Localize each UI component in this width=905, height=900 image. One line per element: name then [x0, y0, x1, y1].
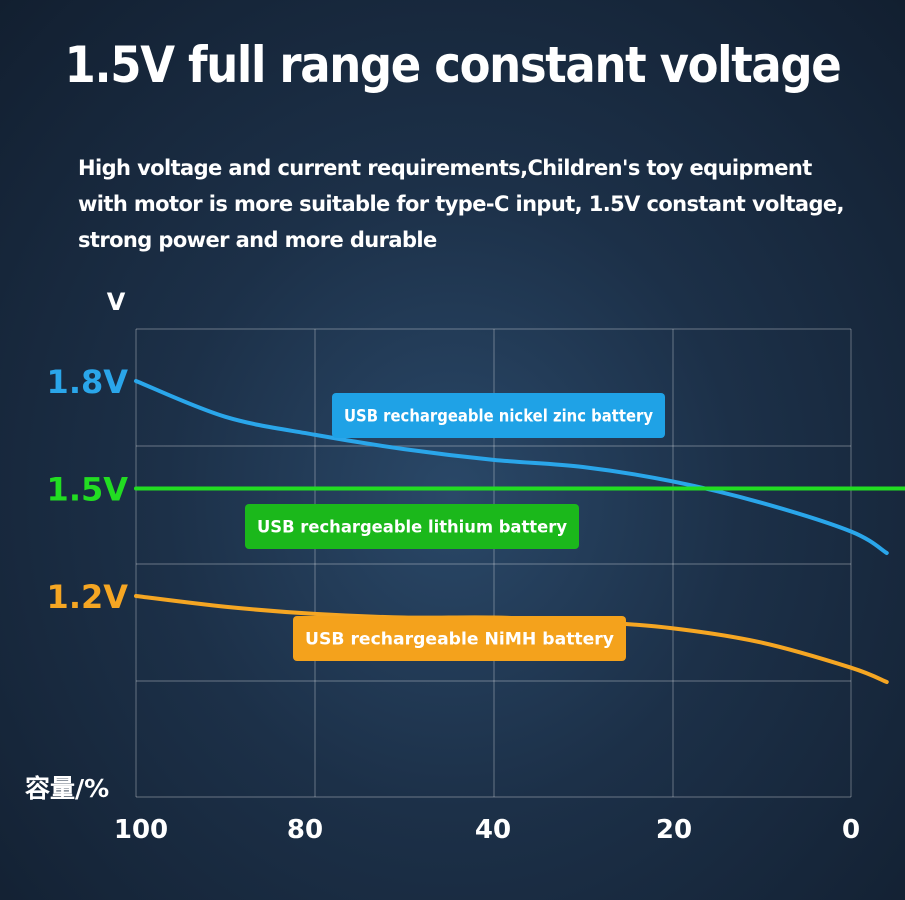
chart-grid: [135, 328, 852, 798]
series-label: USB rechargeable NiMH battery: [305, 630, 614, 650]
chart-title: 1.5V full range constant voltage: [64, 36, 842, 94]
y-axis-title: V: [107, 288, 126, 316]
series-label-box: [293, 616, 626, 661]
series-label: USB rechargeable lithium battery: [257, 518, 567, 538]
chart-subtitle: High voltage and current requirements,Ch…: [78, 150, 868, 258]
series-line: [134, 379, 889, 555]
x-axis-labels: 容量/%100 80 40 20 0: [25, 774, 860, 845]
series-label: USB rechargeable nickel zinc battery: [344, 407, 653, 427]
series-label-box: [245, 504, 579, 549]
x-axis-title: 容量/%: [25, 774, 109, 803]
x-tick-label: 80: [287, 815, 323, 845]
subtitle-line-2: with motor is more suitable for type-C i…: [78, 192, 845, 216]
x-tick-label: 20: [656, 815, 692, 845]
series-label-box: [332, 393, 665, 438]
subtitle-line-1: High voltage and current requirements,Ch…: [78, 156, 812, 180]
y-axis-labels: V 1.8V 1.5V 1.2V: [47, 288, 129, 616]
x-tick-label: 100: [114, 815, 168, 845]
y-tick-label: 1.8V: [47, 363, 129, 401]
y-tick-label: 1.2V: [47, 578, 129, 616]
x-tick-label: 40: [475, 815, 511, 845]
x-tick-label: 0: [842, 815, 860, 845]
y-tick-label: 1.5V: [47, 470, 129, 508]
series-labels: USB rechargeable nickel zinc battery USB …: [245, 393, 665, 661]
subtitle-line-3: strong power and more durable: [78, 228, 437, 252]
